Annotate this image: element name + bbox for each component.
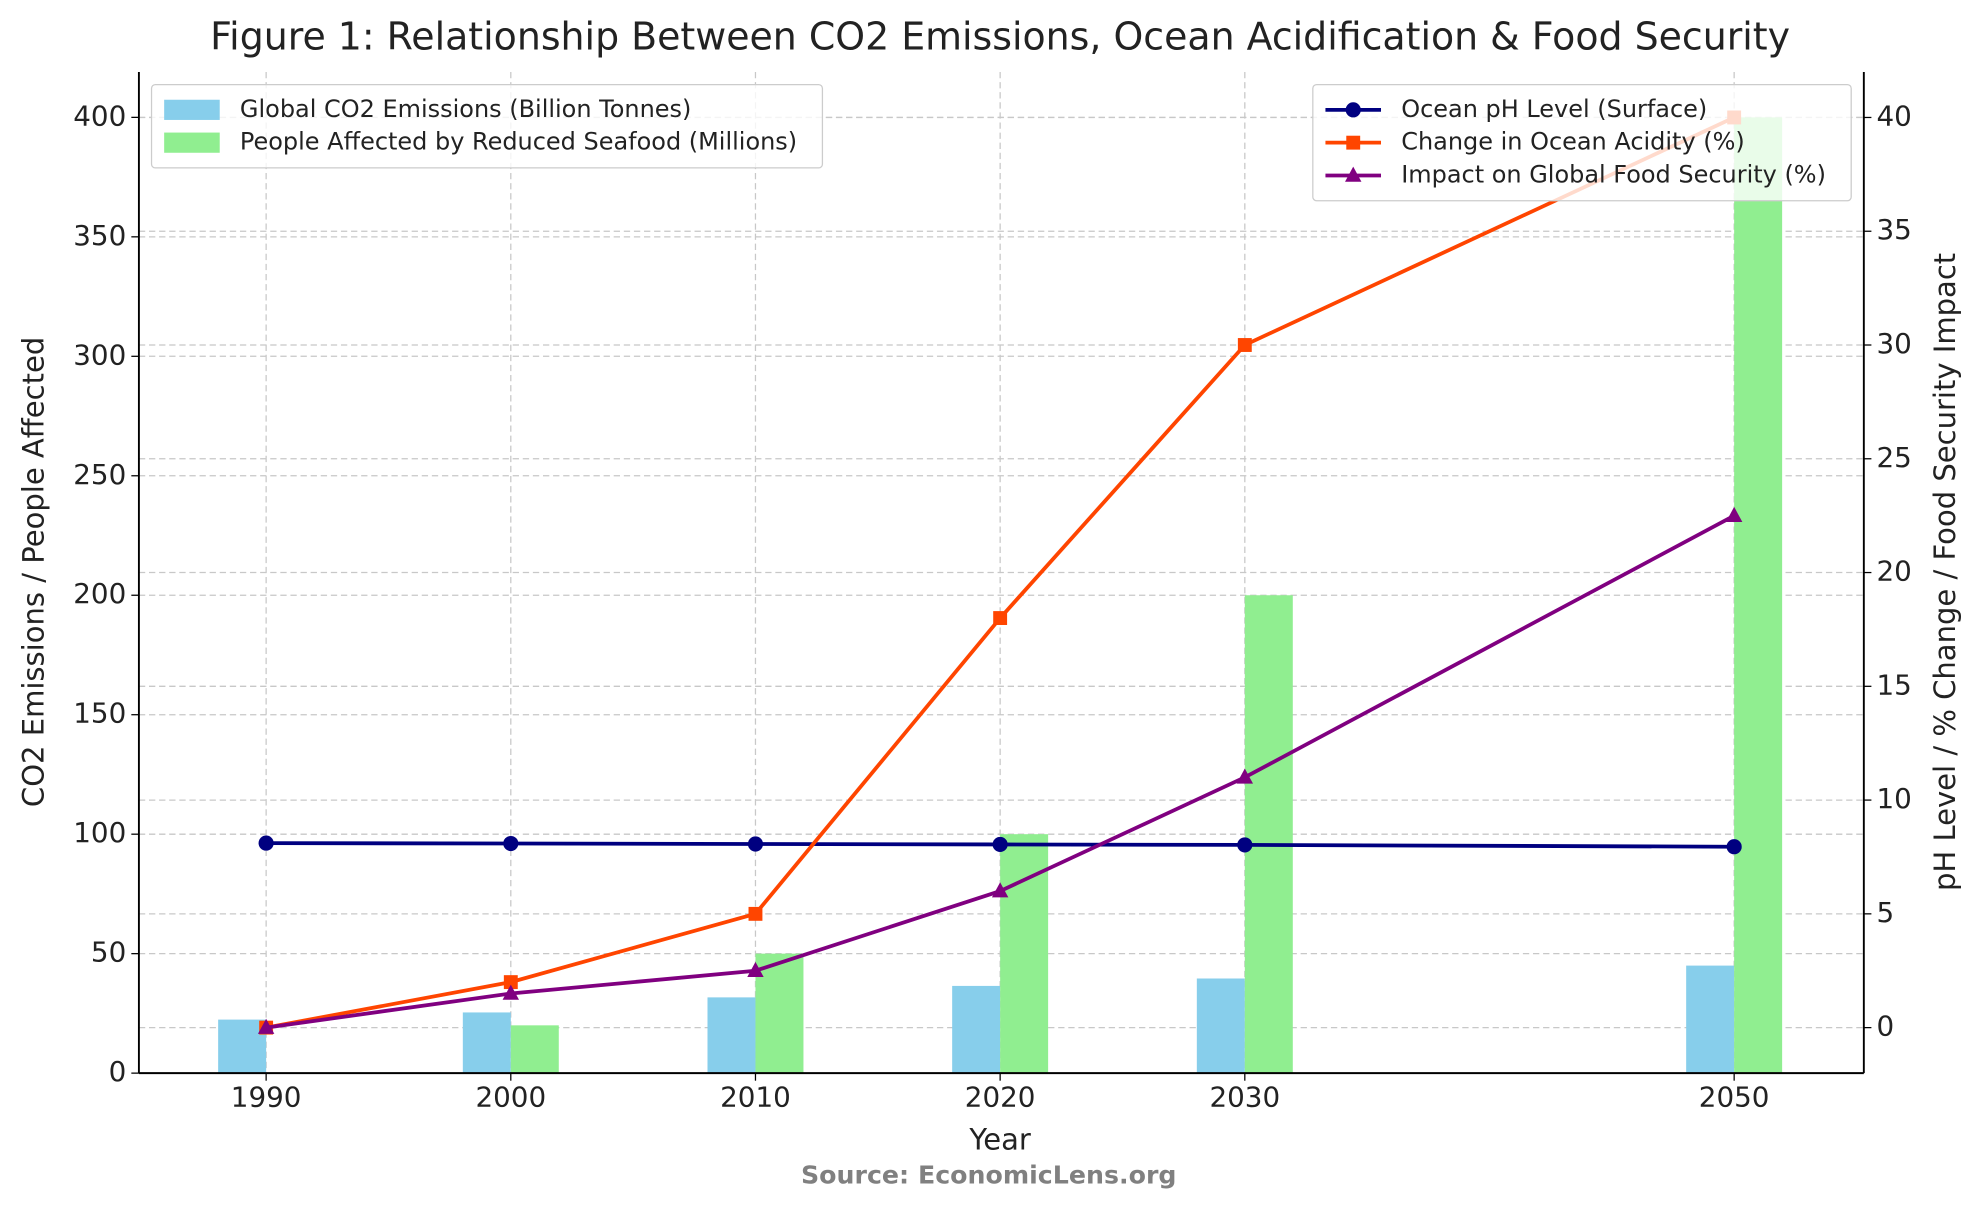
bar — [952, 985, 1001, 1074]
marker — [257, 1018, 275, 1034]
marker — [1236, 768, 1254, 784]
marker — [993, 611, 1008, 625]
legend-label: Change in Ocean Acidity (%) — [1401, 128, 1745, 156]
bar — [707, 997, 756, 1074]
marker — [1237, 338, 1252, 352]
y-tick-label: 100 — [73, 816, 126, 849]
marker — [503, 835, 519, 852]
marker — [503, 975, 518, 990]
bar — [1686, 965, 1735, 1074]
bar — [755, 953, 804, 1074]
y2-tick-label: 10 — [1876, 782, 1911, 815]
bar — [510, 1025, 559, 1074]
marker — [1726, 839, 1742, 855]
y-tick-label: 350 — [73, 219, 126, 252]
marker — [1346, 135, 1361, 150]
marker — [1725, 506, 1743, 522]
legend: Global CO2 Emissions (Billion Tonnes) Peo… — [150, 83, 824, 169]
marker — [1345, 102, 1361, 118]
marker — [992, 836, 1008, 853]
bar — [1000, 834, 1049, 1074]
legend-box — [1312, 83, 1852, 202]
x-tick-label: 2000 — [475, 1080, 546, 1113]
marker — [1345, 166, 1362, 182]
line — [266, 841, 1735, 849]
y-tick-label: 400 — [73, 99, 126, 132]
marker — [748, 906, 763, 921]
legend-label: Impact on Global Food Security (%) — [1401, 160, 1826, 188]
y2-tick-label: 0 — [1876, 1010, 1894, 1043]
line — [265, 115, 1735, 1030]
y-tick-label: 300 — [73, 338, 126, 371]
y2-tick-label: 15 — [1876, 668, 1911, 701]
y-tick-label: 0 — [109, 1055, 127, 1088]
marker — [502, 984, 520, 1000]
legend-label: Global CO2 Emissions (Billion Tonnes) — [240, 95, 691, 123]
legend-swatch — [164, 132, 220, 153]
marker — [1237, 837, 1253, 853]
bar — [218, 1019, 267, 1074]
legend-box — [150, 83, 824, 169]
legend-swatch — [164, 99, 220, 120]
x-tick-label: 2020 — [965, 1080, 1036, 1113]
marker — [747, 961, 764, 978]
chart-title: Figure 1: Relationship Between CO2 Emiss… — [210, 15, 1790, 59]
y2-tick-label: 20 — [1876, 555, 1911, 588]
y2-tick-label: 30 — [1876, 327, 1911, 360]
y-tick-label: 50 — [91, 936, 126, 969]
y2-tick-label: 5 — [1876, 896, 1894, 929]
y-tick-label: 150 — [73, 697, 126, 730]
x-tick-label: 2050 — [1699, 1080, 1770, 1113]
legend: Ocean pH Level (Surface) Change in Ocean … — [1312, 83, 1852, 202]
bar — [1244, 595, 1293, 1074]
y2-tick-label: 35 — [1876, 213, 1911, 246]
x-axis-label: Year — [968, 1122, 1031, 1156]
marker — [258, 835, 274, 851]
bar — [1734, 117, 1783, 1074]
x-tick-label: 2010 — [720, 1080, 791, 1113]
y2-tick-label: 40 — [1876, 99, 1911, 132]
y-tick-label: 200 — [73, 577, 126, 610]
legend-label: Ocean pH Level (Surface) — [1401, 95, 1707, 123]
y2-axis-label: pH Level / % Change / Food Security Impa… — [1928, 253, 1962, 891]
x-tick-label: 1990 — [231, 1080, 302, 1113]
line — [265, 513, 1736, 1030]
marker — [991, 882, 1009, 898]
source-note: Source: EconomicLens.org — [801, 1161, 1176, 1190]
bar — [1196, 978, 1245, 1074]
legend-label: People Affected by Reduced Seafood (Mill… — [240, 128, 797, 156]
marker — [747, 836, 764, 852]
y2-tick-label: 25 — [1876, 441, 1911, 474]
x-tick-label: 2030 — [1209, 1080, 1280, 1113]
y-axis-label: CO2 Emissions / People Affected — [16, 337, 50, 807]
bar — [462, 1012, 511, 1074]
y-tick-label: 250 — [73, 458, 126, 491]
